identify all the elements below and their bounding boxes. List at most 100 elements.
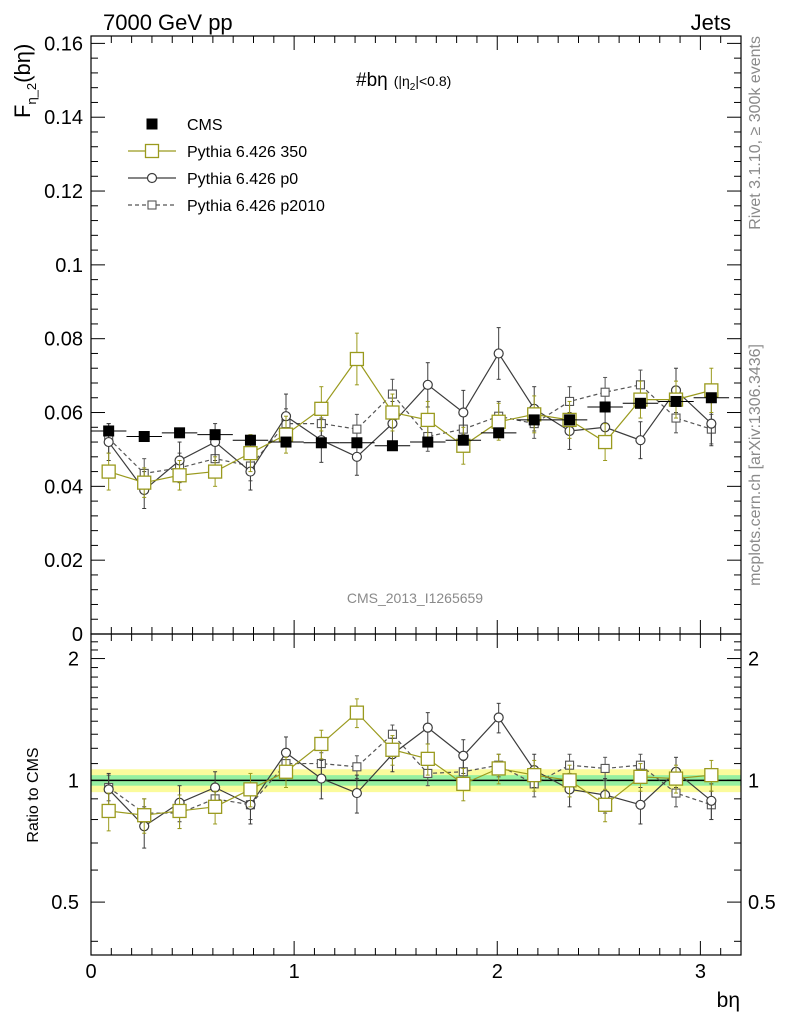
ratio-point-pythia-6-426-p0	[706, 795, 717, 806]
x-tick-label: 3	[695, 961, 706, 983]
ratio-y-axis-label: Ratio to CMS	[25, 747, 42, 842]
ratio-point-pythia-6-426-350	[420, 751, 435, 767]
ratio-point-pythia-6-426-350	[527, 767, 542, 783]
ratio-y-tick-label-right: 0.5	[748, 892, 776, 914]
main-point-cms	[457, 434, 469, 446]
legend-label-pythia-6-426-350: Pythia 6.426 350	[187, 144, 307, 161]
main-y-tick-label: 0.16	[44, 33, 83, 55]
ratio-point-pythia-6-426-350	[456, 776, 471, 792]
main-point-pythia-6-426-p0	[635, 435, 646, 446]
main-point-cms	[599, 401, 611, 413]
main-y-label-sub: η_2	[24, 83, 39, 105]
main-point-pythia-6-426-350	[207, 464, 223, 479]
main-y-tick-label: 0.12	[44, 181, 83, 203]
x-tick-label: 0	[85, 961, 96, 983]
ratio-point-pythia-6-426-p2010	[352, 762, 362, 772]
main-point-cms	[634, 397, 646, 409]
main-point-pythia-6-426-p0	[351, 451, 362, 462]
main-y-tick-label: 0.08	[44, 329, 83, 351]
main-point-pythia-6-426-350	[314, 401, 329, 416]
main-point-cms	[280, 436, 292, 448]
main-y-tick-label: 0.1	[55, 255, 83, 277]
main-point-cms	[528, 414, 540, 426]
plot-label-cut-end: |<0.8)	[415, 73, 451, 89]
main-y-label-f: F	[10, 105, 35, 118]
main-point-cms	[493, 427, 505, 439]
ratio-point-pythia-6-426-350	[101, 803, 116, 819]
ratio-y-tick-label-right: 1	[748, 770, 759, 792]
legend-marker-pythia-6-426-p0	[146, 172, 158, 184]
plot-label: #bη (|η2|<0.8)	[356, 70, 451, 93]
plot-label-cut: (|η	[394, 73, 410, 89]
ratio-point-pythia-6-426-350	[668, 771, 684, 786]
legend-marker-pythia-6-426-p2010	[147, 200, 157, 210]
ratio-y-tick-label: 1	[68, 770, 79, 792]
ratio-point-pythia-6-426-350	[243, 782, 258, 797]
ratio-point-pythia-6-426-350	[278, 764, 294, 779]
x-axis-label: bη	[717, 989, 740, 1012]
ratio-point-pythia-6-426-p0	[351, 787, 362, 799]
main-point-pythia-6-426-350	[243, 445, 258, 461]
main-y-tick-label: 0.06	[44, 403, 83, 425]
main-point-pythia-6-426-p0	[422, 379, 433, 390]
header-jets-label: Jets	[691, 10, 731, 35]
main-point-pythia-6-426-350	[597, 434, 613, 450]
ratio-point-pythia-6-426-350	[491, 761, 506, 776]
ratio-line-pythia-6-426-p0	[108, 716, 712, 828]
main-point-cms	[351, 437, 363, 449]
header-energy-label: 7000 GeV pp	[103, 10, 233, 35]
mcplots-label: mcplots.cern.ch [arXiv:1306.3436]	[747, 344, 764, 586]
ratio-point-pythia-6-426-350	[172, 803, 187, 819]
ratio-point-pythia-6-426-p0	[635, 799, 646, 810]
ratio-point-pythia-6-426-p0	[458, 750, 469, 761]
main-point-pythia-6-426-p0	[103, 436, 114, 448]
main-point-pythia-6-426-350	[385, 405, 400, 420]
ratio-point-pythia-6-426-p0	[103, 784, 114, 795]
ratio-point-pythia-6-426-350	[314, 736, 329, 752]
ratio-point-pythia-6-426-350	[562, 773, 577, 788]
main-point-cms	[244, 434, 256, 446]
main-point-pythia-6-426-350	[172, 468, 187, 483]
ratio-point-pythia-6-426-350	[597, 797, 613, 812]
plot-label-main: #bη	[356, 70, 388, 91]
main-y-tick-label: 0.14	[44, 107, 83, 129]
ratio-point-pythia-6-426-p0	[422, 722, 433, 733]
main-point-pythia-6-426-350	[349, 351, 365, 367]
main-point-pythia-6-426-350	[491, 414, 506, 429]
ratio-panel-series	[101, 698, 719, 849]
legend: CMS Pythia 6.426 350 Pythia 6.426 p0 Pythia…	[128, 117, 325, 215]
legend-marker-pythia-6-426-350	[144, 143, 160, 159]
main-line-pythia-6-426-p2010	[108, 384, 712, 475]
ratio-point-pythia-6-426-350	[704, 767, 719, 783]
main-line-pythia-6-426-350	[108, 357, 712, 484]
main-point-cms	[209, 429, 221, 441]
ratio-point-pythia-6-426-p0	[210, 782, 221, 793]
main-point-cms	[705, 392, 717, 404]
ratio-point-pythia-6-426-p0	[280, 747, 292, 758]
main-point-cms	[422, 436, 434, 448]
main-y-axis-label: Fη_2(bη)	[10, 44, 39, 118]
ratio-point-pythia-6-426-p2010	[600, 763, 610, 773]
ratio-y-tick-label: 2	[68, 649, 79, 671]
x-tick-label: 1	[289, 961, 300, 983]
ratio-y-tick-label-right: 2	[748, 649, 759, 671]
plot-label-cut-sub: 2	[410, 82, 416, 93]
axes: 0 0.02 0.04 0.06 0.08 0.1 0.12 0.14 0.16 0 1 2 3 0.5 0…	[44, 33, 776, 983]
x-tick-label: 2	[492, 961, 503, 983]
main-point-cms	[103, 425, 115, 437]
legend-label-cms: CMS	[187, 117, 223, 134]
main-point-cms	[138, 431, 150, 443]
main-y-tick-label: 0.04	[44, 476, 83, 498]
main-point-pythia-6-426-p2010	[352, 424, 362, 434]
main-point-pythia-6-426-350	[101, 464, 116, 479]
main-point-pythia-6-426-350	[420, 412, 435, 428]
main-panel-series	[90, 327, 730, 509]
ratio-y-tick-label: 0.5	[51, 892, 79, 914]
ratio-point-pythia-6-426-350	[633, 769, 648, 784]
main-y-tick-label: 0.02	[44, 550, 83, 572]
main-point-cms	[564, 414, 576, 426]
main-line-pythia-6-426-p0	[108, 352, 712, 491]
rivet-version-label: Rivet 3.1.10, ≥ 300k events	[747, 36, 764, 230]
main-point-cms	[174, 427, 186, 439]
